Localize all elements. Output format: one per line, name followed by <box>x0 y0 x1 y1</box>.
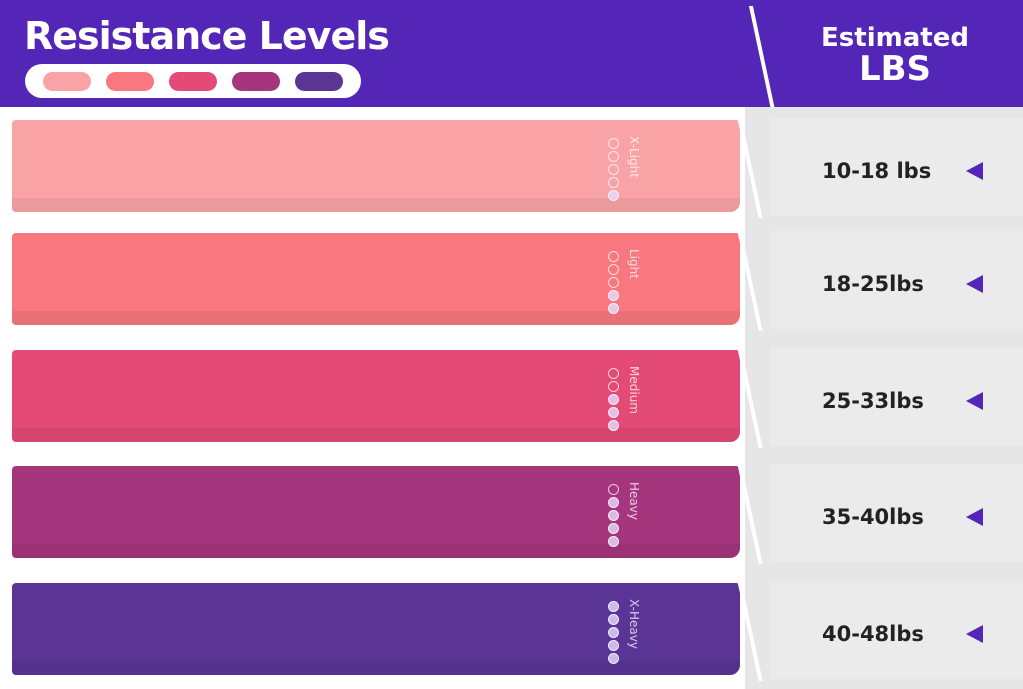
level-dot <box>608 407 619 418</box>
weight-range: 40-48lbs <box>822 622 924 646</box>
level-dots <box>608 138 622 203</box>
band-level-label: X-Light <box>627 136 641 178</box>
band-level-label: X-Heavy <box>627 599 641 649</box>
level-dot <box>608 614 619 625</box>
level-dot <box>608 523 619 534</box>
level-dots <box>608 251 622 316</box>
level-dot <box>608 264 619 275</box>
estimated-lbs-heading: Estimated LBS <box>800 24 990 86</box>
lbs-label: LBS <box>858 49 932 89</box>
triangle-left-icon <box>966 392 983 410</box>
estimated-label: Estimated <box>821 23 969 53</box>
level-dot <box>608 497 619 508</box>
triangle-left-icon <box>966 275 983 293</box>
band-shadow <box>12 544 740 558</box>
band-level-label: Heavy <box>627 482 641 520</box>
level-dot <box>608 290 619 301</box>
band-shadow <box>12 198 740 212</box>
weight-range: 10-18 lbs <box>822 159 932 183</box>
level-dot <box>608 601 619 612</box>
band-row: Heavy <box>12 466 740 558</box>
level-dot <box>608 627 619 638</box>
level-dot <box>608 303 619 314</box>
header-divider <box>748 6 776 110</box>
level-dots <box>608 368 622 433</box>
band-shadow <box>12 661 740 675</box>
level-dot <box>608 177 619 188</box>
weight-range: 25-33lbs <box>822 389 924 413</box>
swatch-light <box>106 72 154 91</box>
weight-range: 35-40lbs <box>822 505 924 529</box>
band-shadow <box>12 428 740 442</box>
band-row: Light <box>12 233 740 325</box>
band-row: Medium <box>12 350 740 442</box>
level-dots <box>608 601 622 666</box>
band-row: X-Heavy <box>12 583 740 675</box>
band-row: X-Light <box>12 120 740 212</box>
header-banner: Resistance Levels Estimated LBS <box>0 0 1023 110</box>
color-swatch-bar <box>25 64 361 98</box>
level-dot <box>608 653 619 664</box>
level-dot <box>608 164 619 175</box>
level-dot <box>608 510 619 521</box>
band-level-label: Light <box>627 249 641 279</box>
level-dot <box>608 277 619 288</box>
level-dot <box>608 640 619 651</box>
level-dot <box>608 151 619 162</box>
level-dot <box>608 536 619 547</box>
level-dot <box>608 381 619 392</box>
swatch-medium <box>169 72 217 91</box>
triangle-left-icon <box>966 162 983 180</box>
level-dot <box>608 190 619 201</box>
triangle-left-icon <box>966 625 983 643</box>
level-dot <box>608 394 619 405</box>
page-title: Resistance Levels <box>24 14 390 58</box>
band-shadow <box>12 311 740 325</box>
swatch-heavy <box>232 72 280 91</box>
level-dot <box>608 368 619 379</box>
triangle-left-icon <box>966 508 983 526</box>
level-dot <box>608 251 619 262</box>
band-level-label: Medium <box>627 366 641 414</box>
level-dot <box>608 420 619 431</box>
level-dots <box>608 484 622 549</box>
swatch-x-light <box>43 72 91 91</box>
level-dot <box>608 138 619 149</box>
level-dot <box>608 484 619 495</box>
swatch-x-heavy <box>295 72 343 91</box>
weight-range: 18-25lbs <box>822 272 924 296</box>
